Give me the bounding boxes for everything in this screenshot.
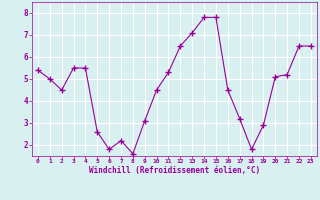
X-axis label: Windchill (Refroidissement éolien,°C): Windchill (Refroidissement éolien,°C) (89, 166, 260, 175)
